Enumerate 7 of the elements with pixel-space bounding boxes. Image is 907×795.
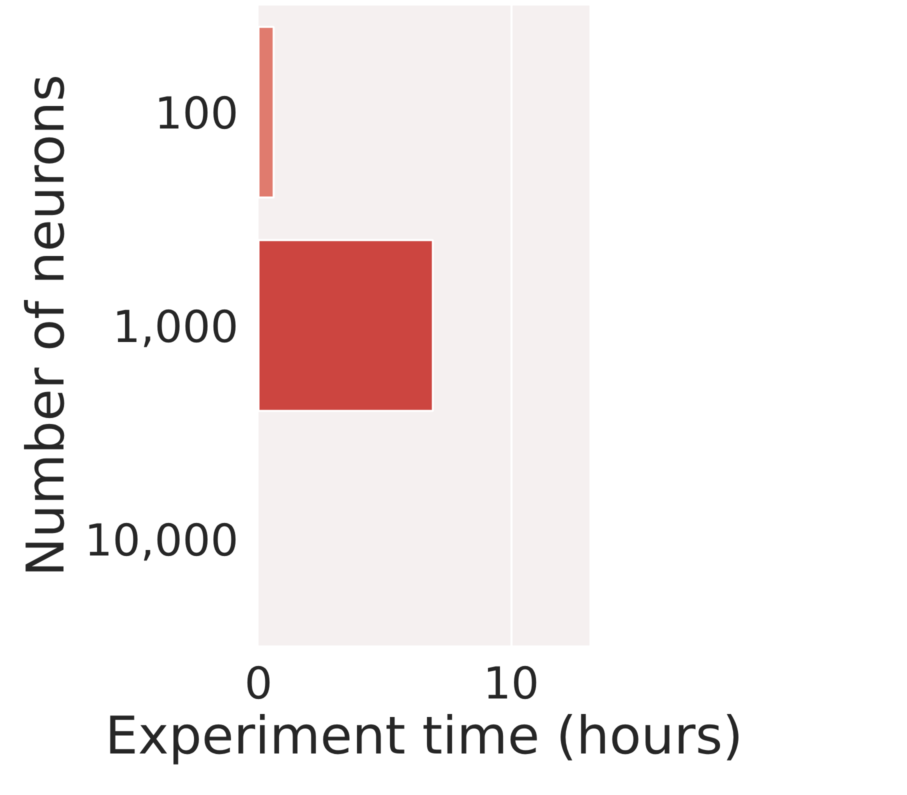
y-tick-label: 1,000 [112,302,239,353]
x-tick-label: 10 [483,658,540,710]
x-tick-label: 0 [244,658,273,710]
x-axis-title: Experiment time (hours) [105,706,743,766]
y-tick-label: 100 [154,88,238,140]
y-tick-label: 10,000 [84,515,239,566]
y-axis-title: Number of neurons [16,74,77,577]
